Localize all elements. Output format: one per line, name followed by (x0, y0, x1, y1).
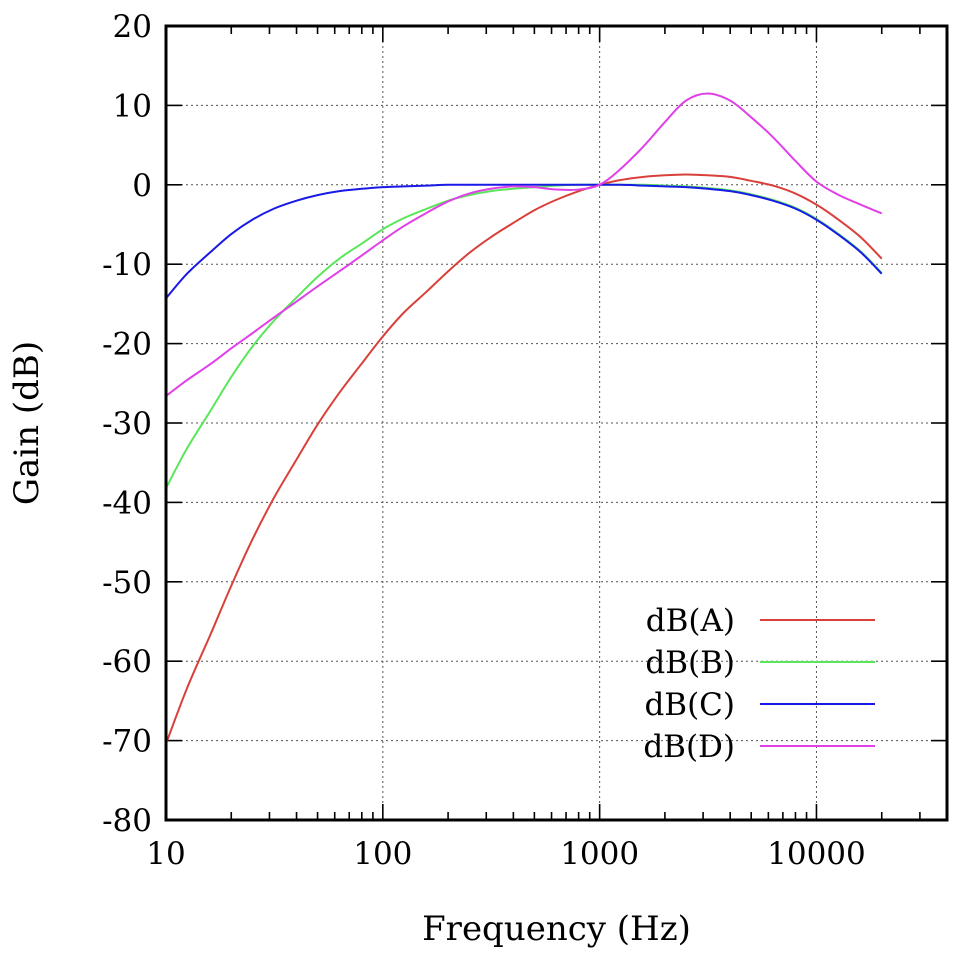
y-tick-label: 20 (113, 9, 152, 45)
x-tick-label: 100 (353, 836, 412, 872)
legend-label: dB(D) (643, 729, 735, 765)
y-tick-label: 0 (132, 168, 152, 204)
series-line-dbd (165, 92, 883, 397)
x-tick-label: 10000 (767, 836, 866, 872)
series-layer (165, 92, 883, 745)
x-tick-label: 1000 (560, 836, 639, 872)
y-tick-label: -80 (102, 803, 152, 839)
legend: dB(A) dB(B) dB(C) dB(D) (643, 603, 875, 765)
grid (166, 26, 947, 820)
legend-label: dB(A) (646, 603, 735, 639)
x-tick-label: 10 (146, 836, 185, 872)
series-line-dba (165, 173, 883, 745)
y-tick-label: -70 (102, 724, 152, 760)
y-axis-title: Gain (dB) (7, 341, 47, 505)
y-tick-label: -10 (102, 247, 152, 283)
y-tick-label: -50 (102, 565, 152, 601)
legend-label: dB(C) (644, 687, 735, 723)
plot-frame (164, 24, 949, 822)
x-axis-title: Frequency (Hz) (422, 909, 691, 949)
y-tick-label: -30 (102, 406, 152, 442)
series-line-dbc (165, 183, 883, 299)
legend-label: dB(B) (645, 645, 735, 681)
y-tick-label: -60 (102, 644, 152, 680)
y-tick-label: 10 (113, 88, 152, 124)
y-tick-label: -20 (102, 327, 152, 363)
y-tick-label: -40 (102, 485, 152, 521)
y-tick-labels: -80 -70 -60 -50 -40 -30 -20 -10 0 10 20 (102, 9, 152, 839)
x-tick-labels: 10 100 1000 10000 (146, 836, 866, 872)
series-line-dbb (165, 183, 883, 489)
